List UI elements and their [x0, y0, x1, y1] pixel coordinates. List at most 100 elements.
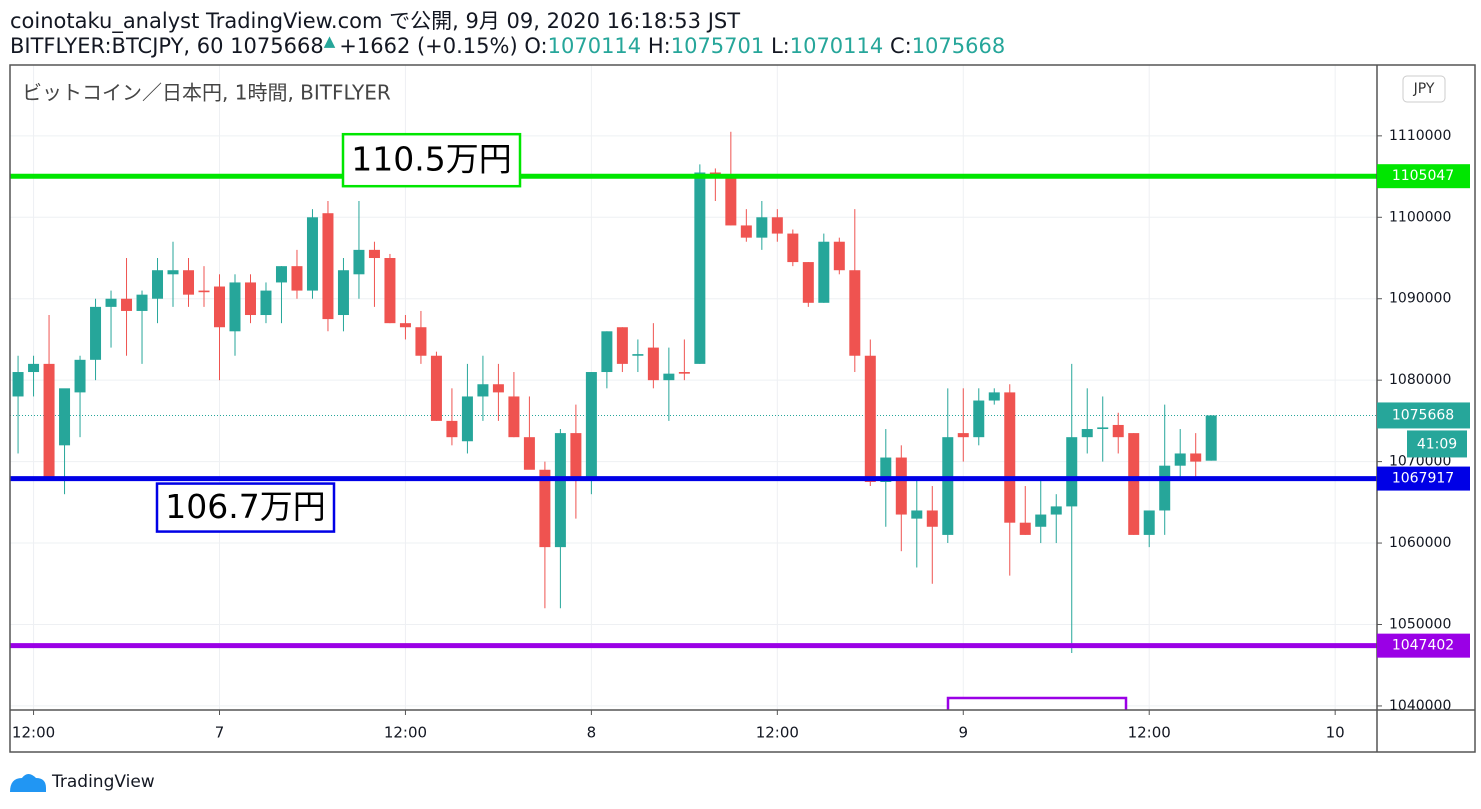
annotation-box	[341, 132, 522, 188]
candle-body	[213, 286, 225, 328]
candle-body	[90, 306, 102, 360]
candle-body	[43, 363, 55, 478]
candle-body	[492, 384, 504, 393]
level-price-box	[1377, 466, 1470, 491]
candle-body	[570, 433, 582, 478]
l: 1070114	[790, 34, 884, 58]
symbol: BITFLYER:BTCJPY, 60	[10, 34, 224, 58]
candle-body	[988, 392, 1000, 401]
candle-body	[322, 213, 334, 320]
o-label: O:	[524, 34, 547, 58]
candle-body	[632, 354, 644, 356]
candle-body	[136, 294, 148, 311]
candle-body	[818, 241, 830, 303]
l-label: L:	[771, 34, 790, 58]
currency-box	[1402, 75, 1446, 103]
candle-body	[647, 347, 659, 381]
candle-body	[415, 327, 427, 356]
candle-body	[337, 270, 349, 316]
candle-body	[554, 433, 566, 548]
o: 1070114	[548, 34, 642, 58]
candle-body	[1066, 437, 1078, 507]
x-tick-label: 8	[587, 724, 597, 742]
arrow: ▲	[324, 32, 336, 50]
candle-body	[880, 457, 892, 482]
candle-body	[167, 270, 179, 275]
candle-body	[1205, 415, 1217, 461]
level-price-label: 1105047	[1392, 168, 1454, 184]
currency: JPY	[1413, 81, 1435, 97]
change: +1662 (+0.15%)	[339, 34, 517, 58]
candle-body	[663, 373, 675, 381]
candle-body	[1035, 514, 1047, 527]
x-tick-label: 12:00	[12, 724, 55, 742]
candle-body	[306, 217, 318, 291]
annotation: 110.5万円	[351, 140, 511, 179]
h: 1075701	[671, 34, 765, 58]
candle-body	[740, 225, 752, 238]
annotation-box	[155, 482, 336, 533]
candle-body	[229, 282, 241, 332]
candle-body	[771, 217, 783, 234]
y-tick-label: 1070000	[1389, 454, 1451, 470]
candle-body	[616, 327, 628, 364]
last-price-box	[1377, 402, 1470, 429]
y-tick-label: 1110000	[1389, 128, 1451, 144]
candle-body	[12, 372, 24, 397]
candle-body	[802, 262, 814, 303]
y-tick-label: 1040000	[1389, 698, 1451, 714]
countdown: 41:09	[1417, 436, 1457, 452]
candle-body	[183, 270, 195, 295]
c-label: C:	[890, 34, 912, 58]
candle-body	[477, 384, 489, 397]
candle-body	[678, 372, 690, 374]
candle-body	[121, 298, 133, 311]
candle-body	[756, 217, 768, 238]
candle-body	[1174, 453, 1186, 466]
candle-body	[849, 270, 861, 356]
x-tick-label: 12:00	[1128, 724, 1171, 742]
candle-body	[523, 437, 535, 470]
x-tick-label: 12:00	[756, 724, 799, 742]
x-tick-label: 9	[959, 724, 969, 742]
level-price-box	[1377, 633, 1470, 658]
logo-icon	[10, 774, 46, 792]
brand: TradingView	[51, 772, 155, 792]
candle-body	[539, 469, 551, 548]
candle-body	[74, 359, 86, 393]
annotation: 106.7万円	[165, 487, 325, 526]
candle-body	[353, 249, 365, 275]
candle-body	[601, 331, 613, 373]
candle-body	[368, 249, 380, 259]
candle-body	[895, 457, 907, 515]
candle-body	[1097, 427, 1109, 430]
candle-body	[152, 270, 164, 299]
level-price-label: 1067917	[1392, 471, 1454, 487]
h-label: H:	[648, 34, 671, 58]
x-tick-label: 10	[1326, 724, 1345, 742]
x-tick-label: 7	[215, 724, 225, 742]
level-price-label: 1047402	[1392, 638, 1454, 654]
header-title: coinotaku_analyst TradingView.com で公開, 9…	[10, 9, 740, 34]
candle-body	[461, 396, 473, 442]
logo: TradingView	[10, 772, 155, 792]
header-quote: BITFLYER:BTCJPY, 60 1075668▲ +1662 (+0.15…	[10, 32, 1005, 59]
candle-body	[911, 510, 923, 519]
price: 1075668	[230, 34, 324, 58]
candle-body	[864, 355, 876, 482]
y-tick-label: 1050000	[1389, 616, 1451, 632]
candle-body	[430, 355, 442, 421]
last-price-label: 1075668	[1392, 407, 1454, 423]
candle-body	[787, 233, 799, 263]
candle-body	[1128, 433, 1140, 535]
candle-body	[399, 323, 411, 328]
candle-body	[1159, 465, 1171, 511]
y-tick-label: 1080000	[1389, 372, 1451, 388]
level-price-box	[1377, 164, 1470, 189]
candle-body	[725, 176, 737, 226]
candle-body	[1019, 522, 1031, 535]
candle-body	[446, 420, 458, 438]
c: 1075668	[912, 34, 1006, 58]
candle-body	[59, 388, 71, 446]
